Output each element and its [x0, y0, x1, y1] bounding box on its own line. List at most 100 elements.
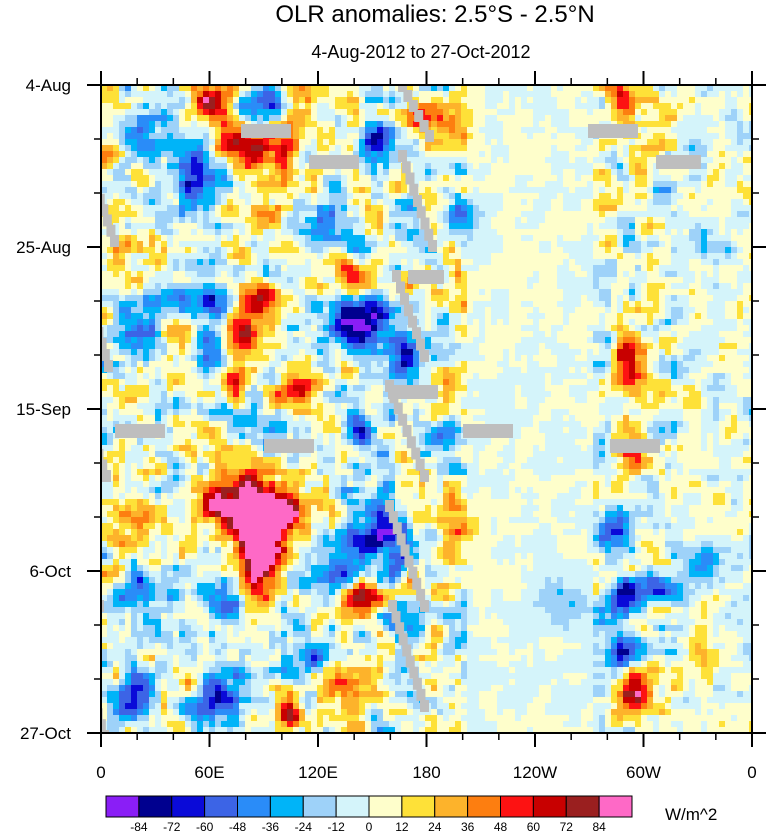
heatmap-cell: [227, 271, 234, 278]
heatmap-cell: [707, 181, 714, 188]
heatmap-cell: [659, 337, 666, 344]
heatmap-cell: [119, 205, 126, 212]
heatmap-cell: [293, 193, 300, 200]
heatmap-cell: [317, 331, 324, 338]
heatmap-cell: [557, 151, 564, 158]
heatmap-cell: [209, 199, 216, 206]
heatmap-cell: [707, 127, 714, 134]
heatmap-cell: [605, 193, 612, 200]
heatmap-cell: [731, 253, 738, 260]
heatmap-cell: [695, 241, 702, 248]
heatmap-cell: [653, 181, 660, 188]
heatmap-cell: [671, 223, 678, 230]
heatmap-cell: [551, 169, 558, 176]
heatmap-cell: [185, 223, 192, 230]
heatmap-cell: [161, 187, 168, 194]
heatmap-cell: [299, 271, 306, 278]
heatmap-cell: [359, 271, 366, 278]
heatmap-cell: [425, 253, 432, 260]
heatmap-cell: [173, 217, 180, 224]
heatmap-cell: [419, 307, 426, 314]
heatmap-cell: [485, 211, 492, 218]
heatmap-cell: [167, 127, 174, 134]
heatmap-cell: [407, 193, 414, 200]
heatmap-cell: [491, 259, 498, 266]
heatmap-cell: [275, 253, 282, 260]
heatmap-cell: [269, 301, 276, 308]
heatmap-cell: [539, 205, 546, 212]
heatmap-cell: [491, 193, 498, 200]
heatmap-cell: [455, 313, 462, 320]
heatmap-cell: [473, 217, 480, 224]
heatmap-cell: [509, 121, 516, 128]
heatmap-cell: [599, 157, 606, 164]
heatmap-cell: [701, 163, 708, 170]
heatmap-cell: [713, 235, 720, 242]
heatmap-cell: [251, 211, 258, 218]
heatmap-cell: [575, 313, 582, 320]
heatmap-cell: [509, 259, 516, 266]
heatmap-cell: [209, 103, 216, 110]
heatmap-cell: [581, 343, 588, 350]
heatmap-cell: [551, 343, 558, 350]
heatmap-cell: [137, 121, 144, 128]
heatmap-cell: [401, 187, 408, 194]
heatmap-cell: [575, 265, 582, 272]
heatmap-cell: [707, 175, 714, 182]
heatmap-cell: [593, 283, 600, 290]
heatmap-cell: [443, 103, 450, 110]
heatmap-cell: [419, 157, 426, 164]
heatmap-cell: [623, 355, 630, 362]
heatmap-cell: [257, 109, 264, 116]
heatmap-cell: [473, 145, 480, 152]
heatmap-cell: [677, 121, 684, 128]
heatmap-cell: [329, 97, 336, 104]
heatmap-cell: [725, 169, 732, 176]
heatmap-cell: [347, 217, 354, 224]
heatmap-cell: [287, 169, 294, 176]
heatmap-cell: [347, 103, 354, 110]
heatmap-cell: [335, 277, 342, 284]
heatmap-cell: [635, 163, 642, 170]
heatmap-cell: [551, 115, 558, 122]
heatmap-cell: [125, 205, 132, 212]
heatmap-cell: [269, 265, 276, 272]
heatmap-cell: [179, 217, 186, 224]
heatmap-cell: [203, 247, 210, 254]
heatmap-cell: [347, 325, 354, 332]
heatmap-cell: [179, 223, 186, 230]
heatmap-cell: [389, 187, 396, 194]
heatmap-cell: [683, 307, 690, 314]
heatmap-cell: [521, 295, 528, 302]
heatmap-cell: [569, 157, 576, 164]
heatmap-cell: [701, 217, 708, 224]
heatmap-cell: [395, 355, 402, 362]
heatmap-cell: [137, 271, 144, 278]
heatmap-cell: [413, 133, 420, 140]
heatmap-cell: [293, 199, 300, 206]
heatmap-cell: [251, 319, 258, 326]
heatmap-cell: [305, 277, 312, 284]
heatmap-cell: [521, 169, 528, 176]
heatmap-cell: [533, 121, 540, 128]
heatmap-cell: [533, 229, 540, 236]
heatmap-cell: [701, 199, 708, 206]
heatmap-cell: [485, 277, 492, 284]
heatmap-cell: [149, 157, 156, 164]
heatmap-cell: [323, 151, 330, 158]
heatmap-cell: [371, 289, 378, 296]
heatmap-cell: [467, 205, 474, 212]
heatmap-cell: [563, 121, 570, 128]
heatmap-cell: [311, 349, 318, 356]
heatmap-cell: [107, 295, 114, 302]
heatmap-cell: [185, 205, 192, 212]
heatmap-cell: [515, 295, 522, 302]
heatmap-cell: [569, 211, 576, 218]
heatmap-cell: [503, 103, 510, 110]
heatmap-cell: [233, 307, 240, 314]
heatmap-cell: [617, 295, 624, 302]
heatmap-cell: [731, 229, 738, 236]
heatmap-cell: [641, 319, 648, 326]
heatmap-cell: [155, 187, 162, 194]
heatmap-cell: [341, 187, 348, 194]
